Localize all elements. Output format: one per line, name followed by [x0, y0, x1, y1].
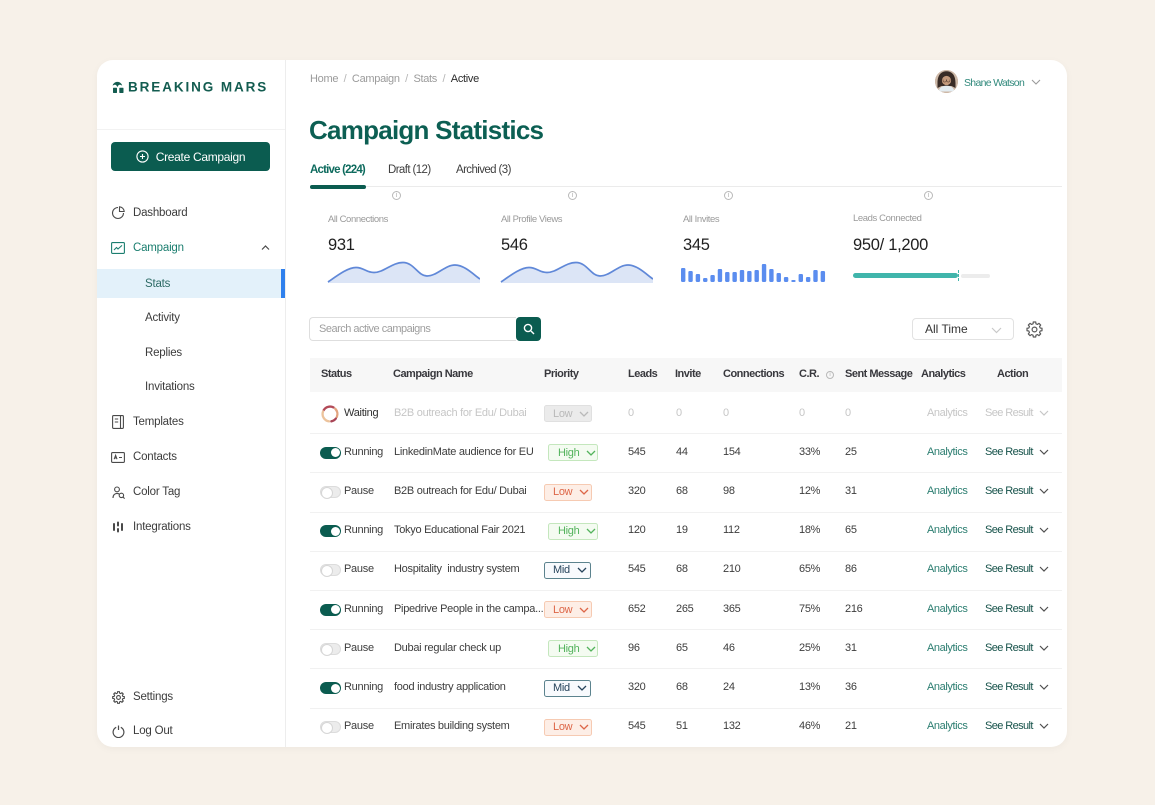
svg-text:BREAKING MARS: BREAKING MARS	[128, 80, 268, 95]
